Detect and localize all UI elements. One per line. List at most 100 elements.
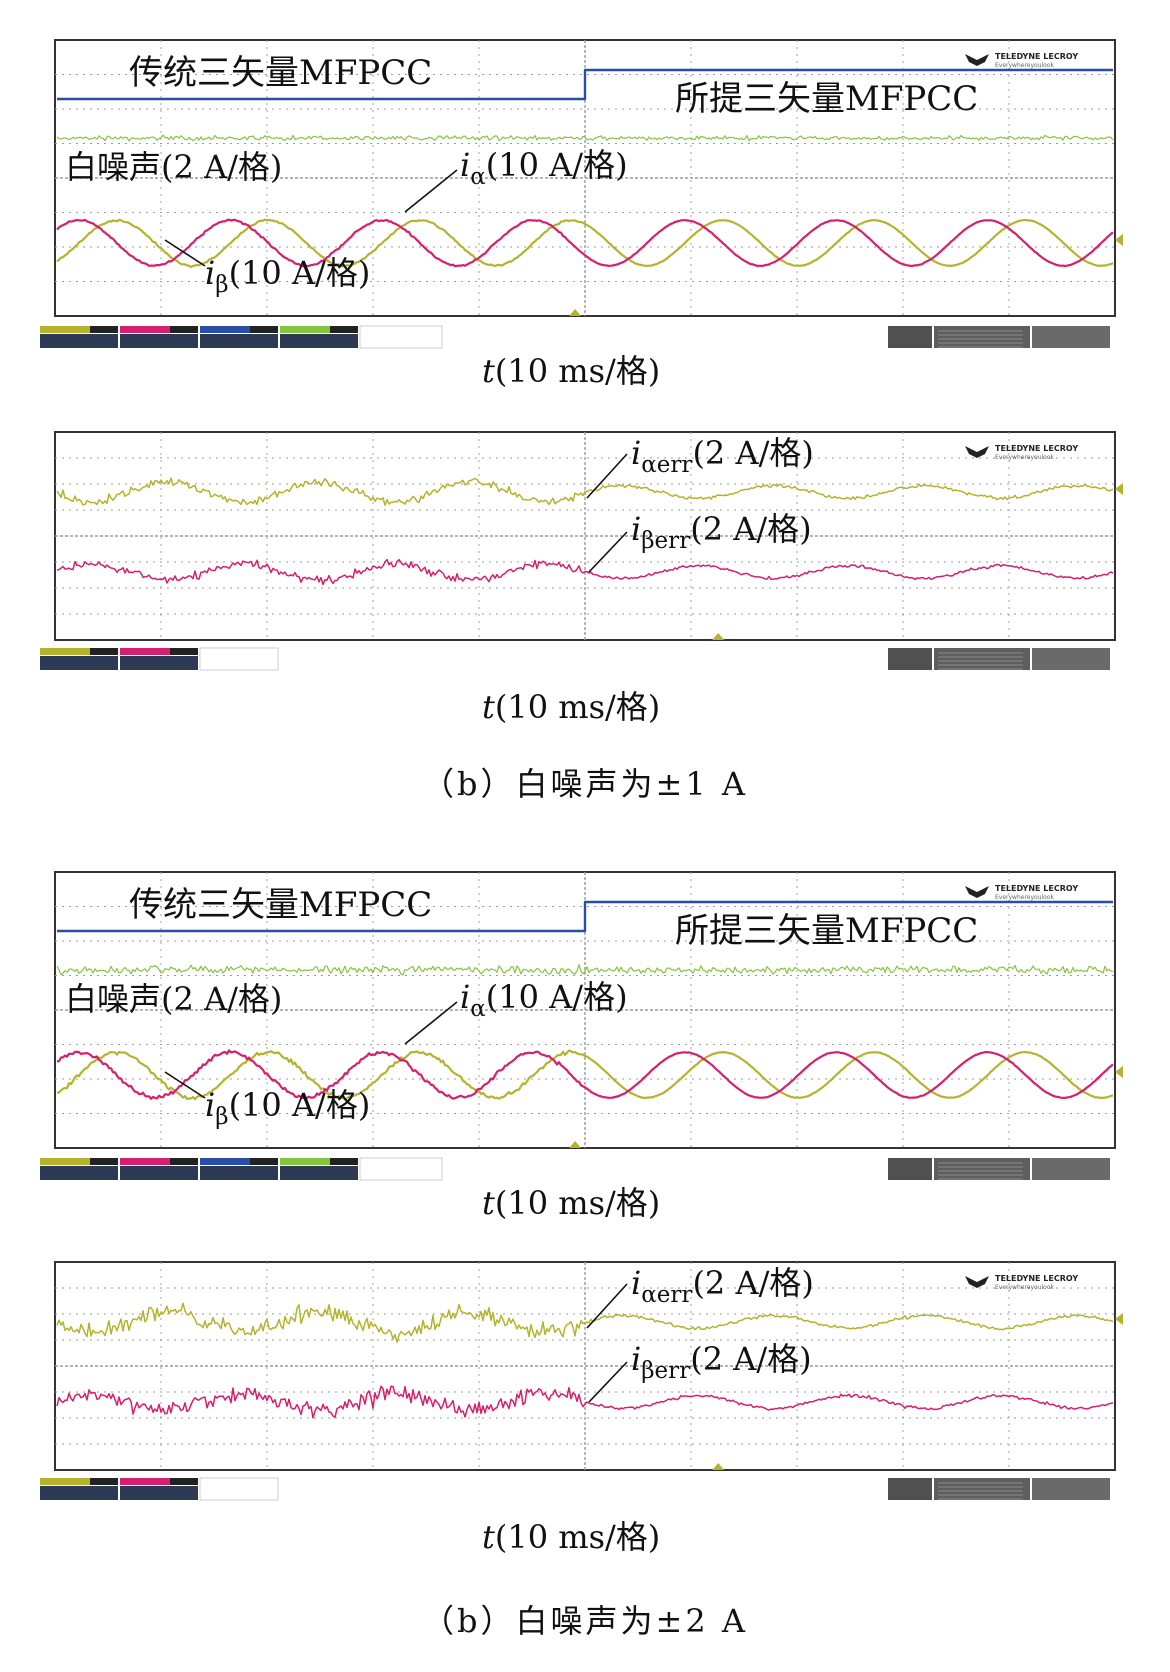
series-i-alpha: [56, 1049, 1114, 1101]
i-beta-label: iβ(10 A/格): [205, 254, 370, 298]
i-alpha-err-label: iαerr(2 A/格): [631, 434, 814, 478]
brand-tagline: Everywhereyoulook: [995, 1284, 1055, 1291]
trigger-readout: [1032, 326, 1110, 348]
timebase-tag: [888, 648, 932, 670]
channel-readout: [40, 656, 118, 670]
trigger-readout: [1032, 1158, 1110, 1180]
channel-readout: [120, 334, 198, 348]
series-i-alpha-err: [56, 1302, 1114, 1343]
channel-readout: [40, 1486, 118, 1500]
channel-tag-dark: [170, 648, 198, 655]
channel-tag-dark: [90, 326, 118, 333]
i-alpha-err-pointer: [586, 1283, 628, 1329]
channel-tag-dark: [330, 326, 358, 333]
left-mode-label: 传统三矢量MFPCC: [129, 53, 432, 93]
lecroy-logo-icon: [965, 1276, 989, 1288]
series-i-beta: [56, 1049, 1114, 1100]
x-axis-label: t(10 ms/格): [482, 352, 660, 390]
channel-tag: [120, 648, 198, 655]
scope-top-status-1: [40, 1157, 1110, 1181]
channel-tag: [120, 326, 198, 333]
channel-tag: [40, 1478, 118, 1485]
lecroy-logo-icon: [965, 54, 989, 66]
i-beta-err-pointer: [588, 531, 628, 573]
channel-tag: [40, 1158, 118, 1165]
trigger-readout: [1032, 648, 1110, 670]
channel-tag-dark: [250, 1158, 278, 1165]
timebase-readout: [934, 326, 1030, 348]
channel-tag: [40, 648, 118, 655]
brand-tagline: Everywhereyoulook: [995, 62, 1055, 69]
channel-tag: [40, 326, 118, 333]
right-mode-label: 所提三矢量MFPCC: [675, 911, 978, 951]
i-beta-pointer: [164, 1071, 206, 1099]
i-beta-pointer: [164, 239, 206, 267]
channel-empty: [199, 647, 279, 671]
left-mode-label: 传统三矢量MFPCC: [129, 885, 432, 925]
series-i-beta-err: [56, 558, 1114, 586]
trigger-readout: [1032, 1478, 1110, 1500]
ch-marker-icon: [1115, 483, 1123, 495]
i-beta-err-pointer: [588, 1361, 628, 1403]
channel-readout: [200, 334, 278, 348]
channel-empty: [359, 325, 443, 349]
channel-readout: [120, 1166, 198, 1180]
channel-tag-dark: [90, 1158, 118, 1165]
brand-tagline: Everywhereyoulook: [995, 454, 1055, 461]
channel-tag: [200, 1158, 278, 1165]
series-i-alpha-err: [56, 477, 1114, 506]
timebase-tag: [888, 1158, 932, 1180]
i-beta-err-label: iβerr(2 A/格): [631, 1340, 812, 1384]
channel-readout: [200, 1166, 278, 1180]
trigger-marker-icon: [712, 633, 725, 640]
channel-readout: [120, 656, 198, 670]
trigger-marker-icon: [712, 1463, 725, 1470]
figure-caption: （b）白噪声为±1 A: [422, 765, 748, 803]
i-alpha-err-pointer: [586, 453, 628, 499]
figure-caption: （b）白噪声为±2 A: [422, 1602, 748, 1640]
series-white-noise: [56, 134, 1114, 142]
channel-tag-dark: [90, 1478, 118, 1485]
channel-readout: [120, 1486, 198, 1500]
ch-marker-icon: [1115, 1313, 1123, 1325]
channel-tag: [280, 326, 358, 333]
ch-marker-icon: [1115, 234, 1123, 246]
series-i-beta-err: [56, 1385, 1114, 1419]
lecroy-logo-icon: [965, 446, 989, 458]
x-axis-label: t(10 ms/格): [482, 1518, 660, 1556]
channel-tag: [280, 1158, 358, 1165]
channel-empty: [199, 1477, 279, 1501]
i-beta-label: iβ(10 A/格): [205, 1086, 370, 1130]
channel-tag: [120, 1158, 198, 1165]
ch-marker-icon: [1115, 1066, 1123, 1078]
series-mode-signal: [57, 900, 1113, 933]
lecroy-logo-icon: [965, 886, 989, 898]
channel-readout: [40, 334, 118, 348]
series-i-beta: [56, 218, 1114, 268]
trigger-marker-icon: [569, 1141, 582, 1148]
channel-readout: [280, 1166, 358, 1180]
series-i-alpha: [56, 218, 1114, 269]
channel-tag-dark: [250, 326, 278, 333]
timebase-readout: [934, 1158, 1030, 1180]
brand-name: TELEDYNE LECROY: [995, 52, 1078, 61]
channel-tag-dark: [170, 1478, 198, 1485]
timebase-tag: [888, 1478, 932, 1500]
timebase-readout: [934, 1478, 1030, 1500]
trigger-marker-icon: [569, 309, 582, 316]
scope-bottom-status-0: [40, 647, 1110, 671]
timebase-tag: [888, 326, 932, 348]
brand-name: TELEDYNE LECROY: [995, 884, 1078, 893]
scope-bottom-status-1: [40, 1477, 1110, 1501]
i-beta-err-label: iβerr(2 A/格): [631, 510, 812, 554]
scope-top-status-0: [40, 325, 1110, 349]
x-axis-label: t(10 ms/格): [482, 1184, 660, 1222]
series-white-noise: [56, 964, 1114, 976]
timebase-readout: [934, 648, 1030, 670]
noise-label: 白噪声(2 A/格): [65, 148, 282, 186]
i-alpha-label: iα(10 A/格): [460, 978, 628, 1022]
noise-label: 白噪声(2 A/格): [65, 980, 282, 1018]
